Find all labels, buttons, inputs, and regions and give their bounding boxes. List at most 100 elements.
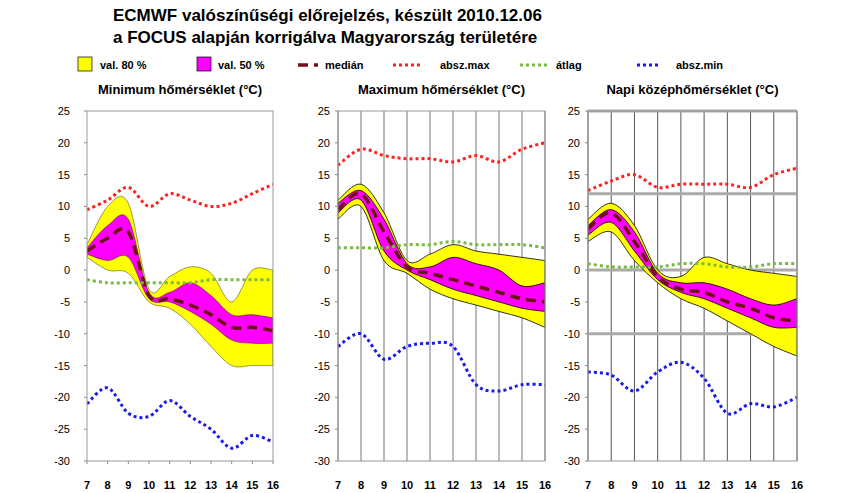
panel: Minimum hőmérséklet (°C) -30 -25 -20 -15 -10 -… xyxy=(54,82,279,491)
y-tick-label: -10 xyxy=(54,328,70,340)
y-tick-label: -30 xyxy=(54,455,70,467)
x-tick-label: 8 xyxy=(105,479,111,491)
y-tick-label: 20 xyxy=(568,137,580,149)
y-tick-label: -20 xyxy=(54,391,70,403)
x-tick-label: 16 xyxy=(791,479,803,491)
y-tick-label: 25 xyxy=(58,105,70,117)
y-tick-label: -25 xyxy=(564,423,580,435)
legend-line xyxy=(637,64,661,67)
y-tick-label: -5 xyxy=(570,296,580,308)
y-tick-label: 10 xyxy=(568,200,580,212)
panel-title: Napi középhőmérséklet (°C) xyxy=(606,82,778,97)
x-tick-label: 10 xyxy=(143,479,155,491)
band xyxy=(87,196,273,367)
x-tick-label: 11 xyxy=(424,479,436,491)
y-tick-label: -15 xyxy=(54,360,70,372)
series-line xyxy=(588,362,797,414)
legend-label: medián xyxy=(325,59,364,71)
x-grid-line xyxy=(361,111,362,461)
y-tick-label: 25 xyxy=(568,105,580,117)
panel: Napi középhőmérséklet (°C) -30 -25 -20 -15 -1… xyxy=(564,82,803,491)
series-line xyxy=(338,143,545,165)
series-line xyxy=(588,213,797,321)
y-tick-label: 5 xyxy=(64,232,70,244)
y-tick-label: 25 xyxy=(318,105,330,117)
y-tick-label: 5 xyxy=(324,232,330,244)
y-tick-label: 0 xyxy=(324,264,330,276)
series-line xyxy=(87,228,273,330)
x-tick-label: 7 xyxy=(84,479,90,491)
x-grid-line xyxy=(657,111,658,461)
reference-line xyxy=(588,192,797,195)
y-tick-label: -10 xyxy=(314,328,330,340)
series-line xyxy=(87,388,273,449)
x-tick-label: 13 xyxy=(205,479,217,491)
y-tick-label: -30 xyxy=(564,455,580,467)
y-tick-label: 20 xyxy=(58,137,70,149)
y-tick-label: 10 xyxy=(318,200,330,212)
x-tick-label: 14 xyxy=(226,479,239,491)
y-tick-label: -25 xyxy=(54,423,70,435)
legend-label: absz.min xyxy=(676,59,723,71)
x-tick-label: 14 xyxy=(493,479,506,491)
y-tick-label: -25 xyxy=(314,423,330,435)
data-group xyxy=(87,184,273,448)
band xyxy=(338,190,545,311)
legend-line xyxy=(520,64,548,67)
y-tick-label: -20 xyxy=(564,391,580,403)
x-tick-label: 13 xyxy=(470,479,482,491)
series-line xyxy=(588,263,797,267)
x-tick-label: 7 xyxy=(335,479,341,491)
x-tick-label: 10 xyxy=(401,479,413,491)
plot-frame xyxy=(87,111,273,461)
x-tick-label: 16 xyxy=(267,479,279,491)
series-line xyxy=(338,241,545,248)
data-group xyxy=(338,143,545,391)
legend-line xyxy=(393,64,421,67)
data-group xyxy=(588,168,797,414)
chart-root: ECMWF valószínűségi előrejelzés, készült… xyxy=(0,0,841,493)
y-tick-label: -5 xyxy=(60,296,70,308)
band xyxy=(87,215,273,344)
y-tick-label: -15 xyxy=(564,360,580,372)
background xyxy=(0,0,841,493)
x-tick-label: 16 xyxy=(539,479,551,491)
legend-swatch xyxy=(197,57,211,71)
x-tick-label: 13 xyxy=(721,479,733,491)
y-tick-label: -30 xyxy=(314,455,330,467)
legend-label: absz.max xyxy=(440,59,490,71)
y-tick-label: -20 xyxy=(314,391,330,403)
series-line xyxy=(338,333,545,391)
x-tick-label: 12 xyxy=(184,479,196,491)
y-tick-label: 0 xyxy=(64,264,70,276)
y-tick-label: 0 xyxy=(574,264,580,276)
x-tick-label: 12 xyxy=(447,479,459,491)
panel-title: Minimum hőmérséklet (°C) xyxy=(98,82,262,97)
x-grid-line xyxy=(384,111,385,461)
y-tick-label: -10 xyxy=(564,328,580,340)
x-grid-line xyxy=(407,111,408,461)
x-tick-label: 7 xyxy=(585,479,591,491)
x-tick-label: 9 xyxy=(125,479,131,491)
plot-frame xyxy=(588,111,797,461)
x-tick-label: 15 xyxy=(768,479,780,491)
x-tick-label: 9 xyxy=(631,479,637,491)
panel-title: Maximum hőmérséklet (°C) xyxy=(358,82,525,97)
x-tick-label: 10 xyxy=(652,479,664,491)
plot-frame xyxy=(338,111,545,461)
x-tick-label: 11 xyxy=(164,479,176,491)
title: a FOCUS alapján korrigálva Magyarország … xyxy=(113,28,537,47)
x-grid-line xyxy=(611,111,612,461)
x-tick-label: 15 xyxy=(246,479,258,491)
y-tick-label: 15 xyxy=(568,169,580,181)
band xyxy=(588,203,797,356)
x-tick-label: 8 xyxy=(358,479,364,491)
panel: Maximum hőmérséklet (°C)-30-25-20-15-10-… xyxy=(314,82,551,491)
y-tick-label: 10 xyxy=(58,200,70,212)
band xyxy=(588,210,797,328)
x-tick-label: 14 xyxy=(744,479,757,491)
y-tick-label: 15 xyxy=(318,169,330,181)
x-tick-label: 9 xyxy=(381,479,387,491)
x-grid-line xyxy=(634,111,635,461)
legend-label: átlag xyxy=(556,59,582,71)
